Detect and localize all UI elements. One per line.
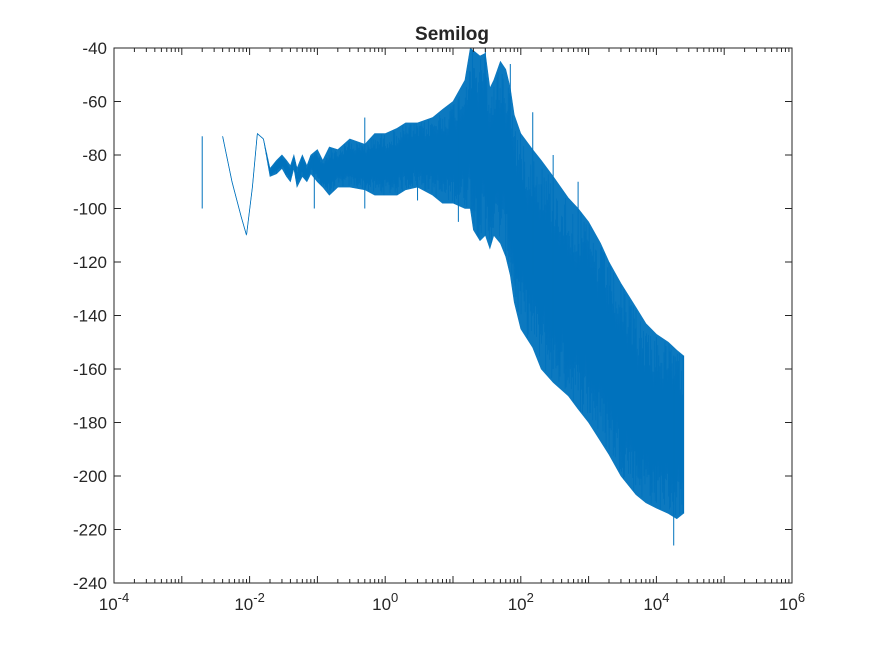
x-tick-label: 10-4 (99, 590, 129, 614)
x-tick-exponent: 2 (527, 590, 534, 605)
x-tick-base: 10 (508, 595, 527, 614)
x-tick-base: 10 (643, 595, 662, 614)
x-tick-exponent: -4 (118, 590, 130, 605)
y-tick-label: -160 (73, 360, 107, 379)
data-layer (201, 47, 685, 546)
y-tick-label: -120 (73, 253, 107, 272)
y-tick-label: -40 (82, 39, 107, 58)
x-tick-label: 104 (643, 590, 669, 614)
y-tick-label: -60 (82, 93, 107, 112)
x-tick-label: 10-2 (234, 590, 264, 614)
chart-title: Semilog (415, 24, 489, 45)
x-tick-base: 10 (234, 595, 253, 614)
x-tick-label: 106 (779, 590, 805, 614)
y-tick-label: -140 (73, 307, 107, 326)
y-tick-label: -80 (82, 146, 107, 165)
y-tick-label: -240 (73, 574, 107, 593)
x-tick-exponent: 4 (662, 590, 669, 605)
plot-area: 10-4 10-2 100 102 104 106 -40-60-80-100-120-1… (73, 39, 805, 614)
x-tick-exponent: 0 (391, 590, 398, 605)
tick-layer (113, 47, 793, 584)
x-tick-label: 100 (372, 590, 398, 614)
y-tick-label: -200 (73, 467, 107, 486)
x-tick-exponent: 6 (798, 590, 805, 605)
x-tick-base: 10 (372, 595, 391, 614)
x-tick-exponent: -2 (253, 590, 265, 605)
x-tick-labels: 10-4 10-2 100 102 104 106 (99, 590, 805, 614)
y-tick-label: -100 (73, 200, 107, 219)
y-tick-label: -180 (73, 414, 107, 433)
x-tick-base: 10 (779, 595, 798, 614)
y-tick-label: -220 (73, 521, 107, 540)
series-trace (222, 50, 684, 515)
y-tick-labels: -40 -60 -80 -100 -120 -140 -160 -180 -200 -220 -24… (73, 39, 107, 593)
x-tick-label: 102 (508, 590, 534, 614)
x-tick-base: 10 (99, 595, 118, 614)
